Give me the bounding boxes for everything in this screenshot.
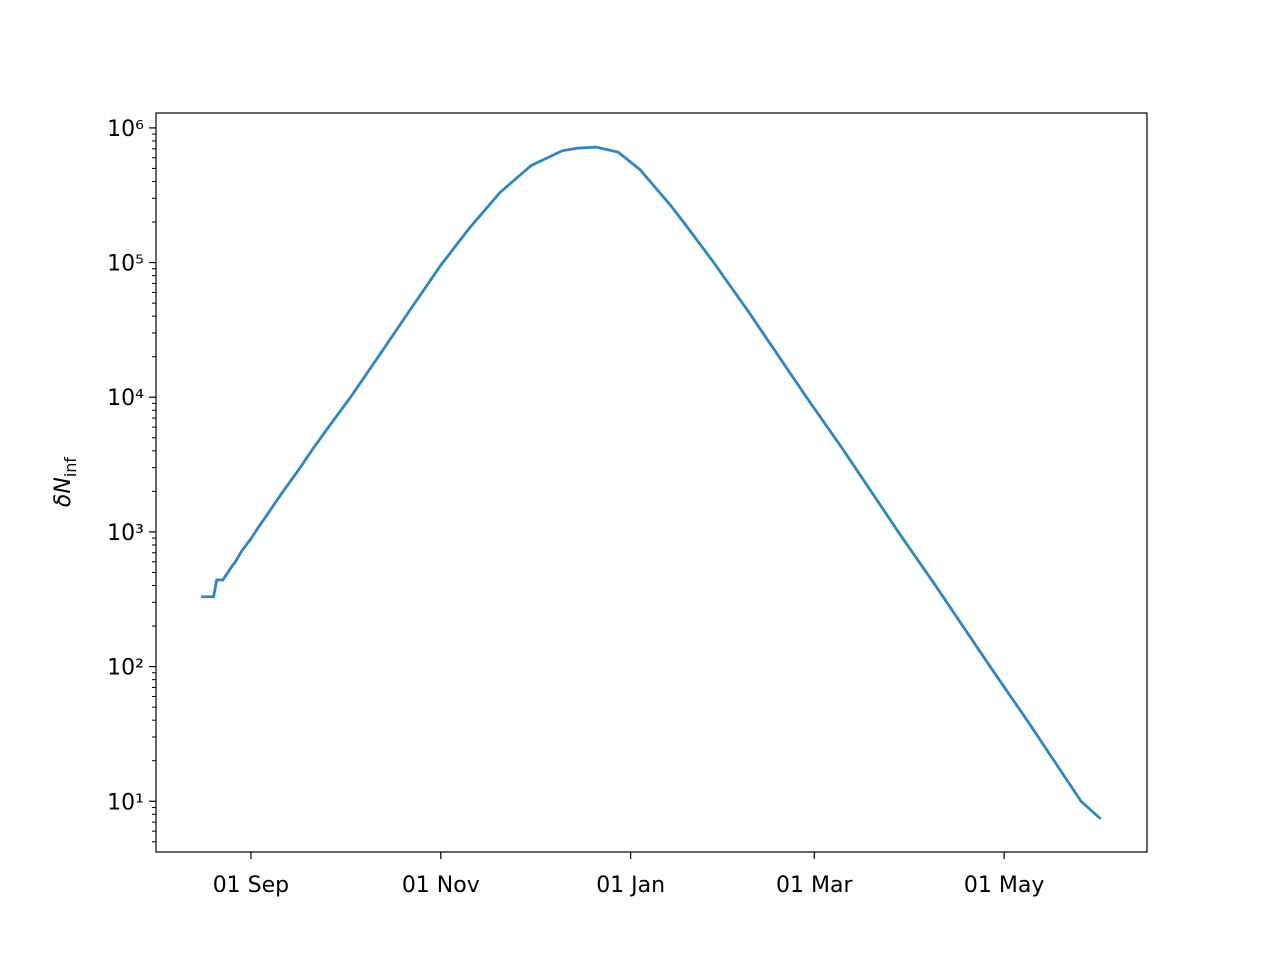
x-tick-label: 01 Nov [402, 873, 480, 898]
x-tick-label: 01 Jan [596, 873, 665, 898]
y-axis-label-sub: inf [61, 457, 80, 478]
x-tick-label: 01 May [964, 873, 1044, 898]
y-tick-label: 10⁶ [107, 117, 144, 142]
y-tick-label: 10³ [107, 521, 144, 546]
plot-frame [155, 112, 1148, 853]
y-axis-label-main: δN [51, 477, 76, 507]
y-tick-label: 10⁵ [107, 252, 144, 277]
y-axis-label: δNinf [51, 457, 80, 508]
x-tick-label: 01 Sep [213, 873, 289, 898]
y-tick-label: 10¹ [107, 790, 144, 815]
data-line [201, 145, 1102, 820]
y-tick-label: 10² [107, 656, 144, 681]
y-tick-label: 10⁴ [107, 386, 144, 411]
x-tick-label: 01 Mar [776, 873, 853, 898]
